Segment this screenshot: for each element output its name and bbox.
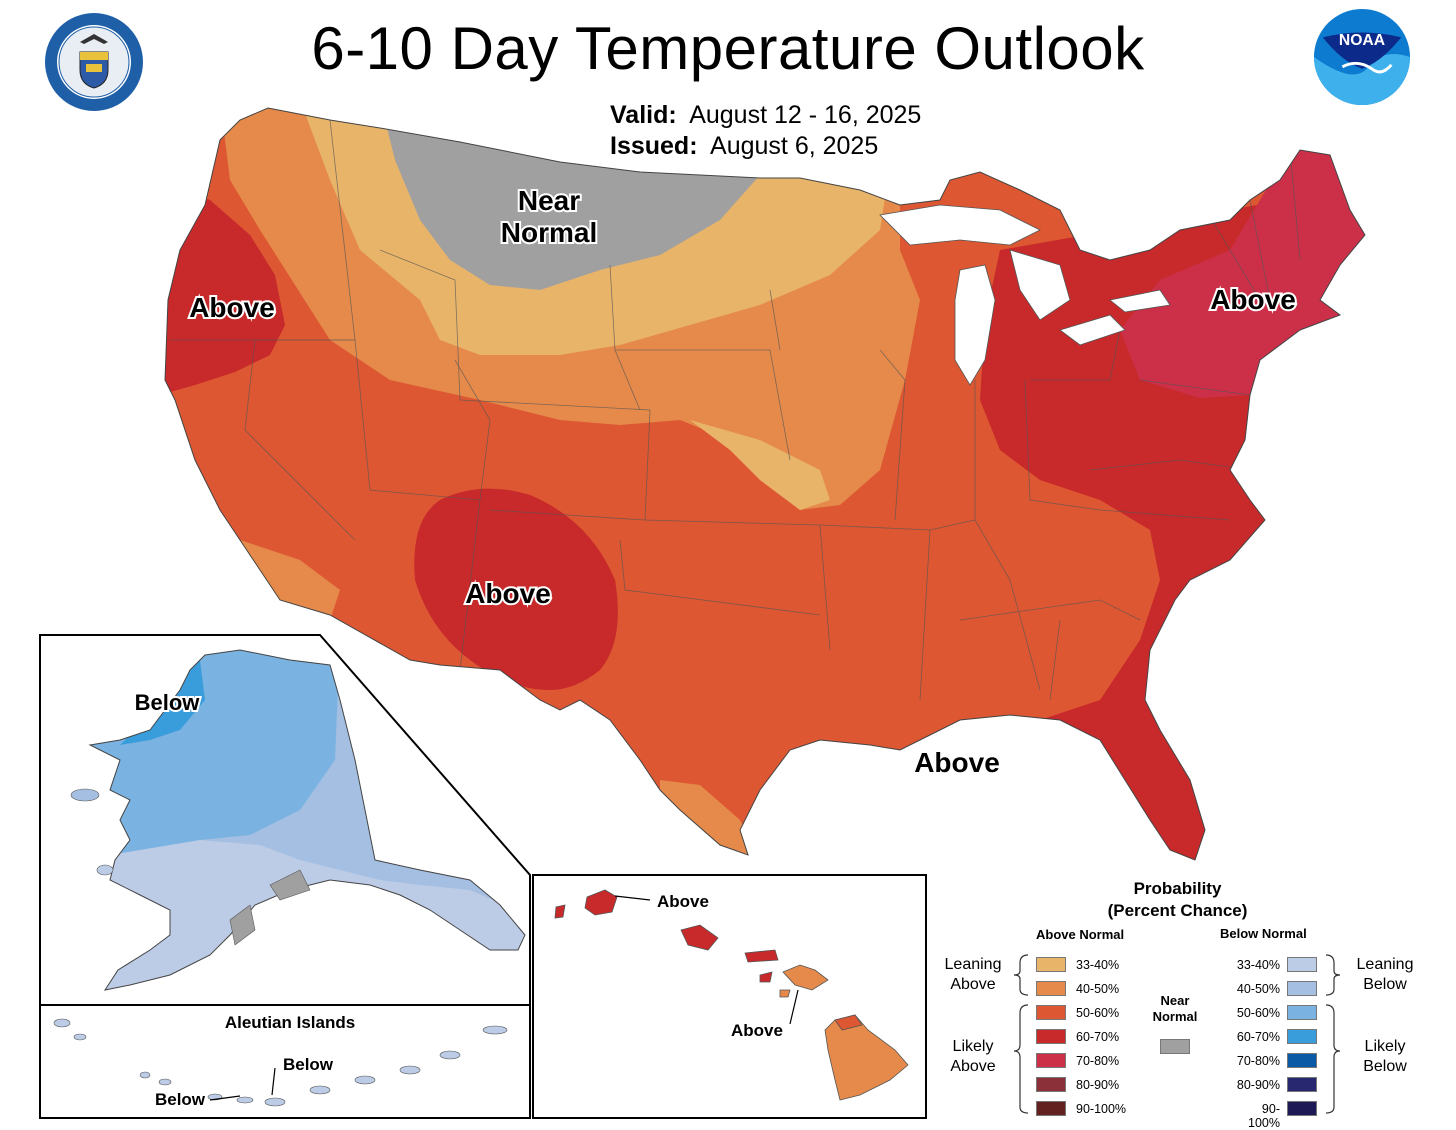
great-lakes <box>879 204 1171 386</box>
below-legend-swatch <box>1287 981 1317 996</box>
hawaii-above-label-1: Above <box>657 892 709 911</box>
near-normal-legend-line-1: Near <box>1160 993 1190 1008</box>
below-legend-range-label: 70-80% <box>1236 1054 1280 1068</box>
below-legend-swatch <box>1287 1005 1317 1020</box>
above-legend-swatch <box>1036 1005 1066 1020</box>
near-normal-legend-line-2: Normal <box>1152 1009 1198 1024</box>
above-legend-range-label: 40-50% <box>1076 982 1120 996</box>
aleutian-islands <box>53 1018 508 1107</box>
noaa-logo-icon: NOAA <box>1313 8 1411 106</box>
svg-text:NOAA: NOAA <box>1339 32 1385 49</box>
below-legend-swatch <box>1287 1101 1317 1116</box>
above-legend-range-label: 90-100% <box>1076 1102 1127 1116</box>
above-legend-swatch <box>1036 981 1066 996</box>
above-legend-swatch <box>1036 1101 1066 1116</box>
issued-label: Issued: <box>610 132 698 160</box>
above-legend-range-label: 33-40% <box>1076 958 1120 972</box>
leaning-above-label: Leaning Above <box>944 956 1002 993</box>
below-legend-range-label: 40-50% <box>1236 982 1280 996</box>
legend-title: Probability (Percent Chance) <box>940 878 1415 922</box>
below-legend-swatch <box>1287 1053 1317 1068</box>
west-coast-label: Above <box>189 292 275 323</box>
near-normal-label-2: Normal <box>501 217 597 248</box>
northeast-label: Above <box>1210 284 1296 315</box>
below-normal-header: Below Normal <box>1220 926 1307 941</box>
likely-above-label: Likely Above <box>950 1038 996 1075</box>
below-brace-icon <box>1325 954 1341 1114</box>
below-legend-range-label: 33-40% <box>1236 958 1280 972</box>
near-normal-legend-label: Near Normal <box>1145 993 1205 1025</box>
aleutian-below-label-2: Below <box>155 1090 206 1109</box>
legend-title-line-1: Probability <box>1133 879 1222 898</box>
issued-line: Issued: August 6, 2025 <box>610 131 921 162</box>
valid-line: Valid: August 12 - 16, 2025 <box>610 100 921 131</box>
date-info: Valid: August 12 - 16, 2025 Issued: Augu… <box>610 100 921 162</box>
aleutian-below-label-1: Below <box>283 1055 334 1074</box>
below-legend-range-label: 60-70% <box>1236 1030 1280 1044</box>
issued-value: August 6, 2025 <box>710 132 879 160</box>
southwest-label: Above <box>465 578 551 609</box>
hawaii-islands <box>554 889 909 1101</box>
near-normal-label-1: Near <box>518 185 580 216</box>
above-legend-swatch <box>1036 1077 1066 1092</box>
alaska-below-label: Below <box>135 690 201 715</box>
above-legend-swatch <box>1036 957 1066 972</box>
above-normal-header: Above Normal <box>1036 927 1125 942</box>
above-legend-range-label: 80-90% <box>1076 1078 1120 1092</box>
below-legend-swatch <box>1287 1077 1317 1092</box>
aleutian-title: Aleutian Islands <box>225 1013 355 1032</box>
above-legend-swatch <box>1036 1029 1066 1044</box>
hawaii-above-label-2: Above <box>731 1021 783 1040</box>
map-title: 6-10 Day Temperature Outlook <box>311 15 1145 82</box>
above-legend-range-label: 60-70% <box>1076 1030 1120 1044</box>
near-normal-swatch <box>1160 1039 1190 1054</box>
valid-label: Valid: <box>610 101 677 129</box>
above-legend-range-label: 50-60% <box>1076 1006 1120 1020</box>
above-legend-swatch <box>1036 1053 1066 1068</box>
below-legend-range-label: 80-90% <box>1236 1078 1280 1092</box>
probability-legend: Probability (Percent Chance) Above Norma… <box>940 875 1440 1130</box>
above-legend-range-label: 70-80% <box>1076 1054 1120 1068</box>
below-legend-range-label: 90-100% <box>1248 1102 1280 1130</box>
likely-below-label: Likely Below <box>1363 1038 1407 1075</box>
above-brace-icon <box>1013 954 1029 1114</box>
commerce-seal-icon <box>45 13 143 111</box>
below-legend-swatch <box>1287 1029 1317 1044</box>
below-legend-range-label: 50-60% <box>1236 1006 1280 1020</box>
legend-title-line-2: (Percent Chance) <box>1107 901 1248 920</box>
leaning-below-label: Leaning Below <box>1356 956 1414 993</box>
valid-value: August 12 - 16, 2025 <box>689 101 922 129</box>
below-legend-swatch <box>1287 957 1317 972</box>
gulf-label: Above <box>914 747 1000 778</box>
